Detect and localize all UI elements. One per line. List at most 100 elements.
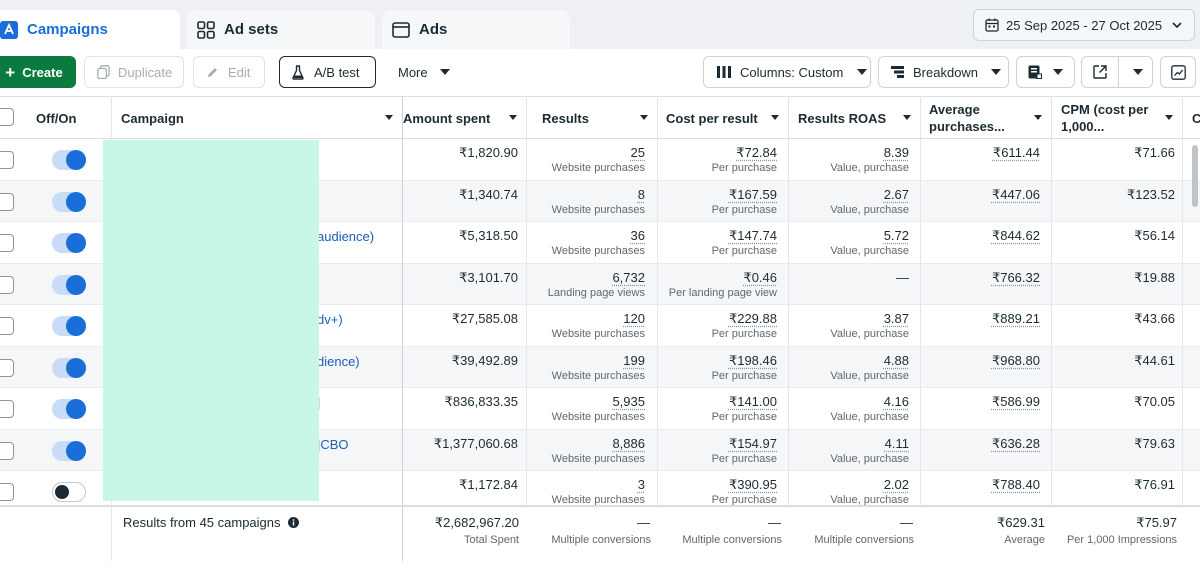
avg-purchases-value[interactable]: ₹447.06 [992,187,1040,203]
col-cpm-line1: CPM (cost per [1061,101,1148,118]
campaign-toggle[interactable] [52,399,86,419]
col-results-roas[interactable]: Results ROAS [788,97,920,139]
campaign-name-link[interactable]: dv+) [317,312,343,327]
results-roas-value[interactable]: 4.11 [885,436,909,451]
tab-ad-sets-label: Ad sets [224,21,278,38]
col-avg-purchases[interactable]: Average purchases... [920,97,1051,139]
cost-per-result-value[interactable]: ₹154.97 [729,436,777,452]
campaign-toggle[interactable] [52,233,86,253]
tab-campaigns[interactable]: Campaigns [0,10,180,49]
cost-per-result-value[interactable]: ₹147.74 [729,228,777,244]
row-checkbox[interactable] [0,317,14,335]
results-type: Website purchases [552,453,645,465]
caret-down-icon [903,115,911,120]
row-checkbox[interactable] [0,234,14,252]
reports-button[interactable] [1016,56,1075,88]
campaign-name-link[interactable]: dience) [317,354,360,369]
col-off-on[interactable]: Off/On [36,97,111,139]
col-results[interactable]: Results [526,97,657,139]
avg-purchases-value[interactable]: ₹844.62 [992,228,1040,244]
avg-purchases-value[interactable]: ₹766.32 [992,270,1040,286]
avg-purchases-value[interactable]: ₹636.28 [992,436,1040,452]
toggle-knob [66,233,86,253]
row-checkbox[interactable] [0,400,14,418]
results-roas-value[interactable]: 5.72 [884,228,909,243]
duplicate-button[interactable]: Duplicate [84,56,184,88]
campaign-name-link[interactable]: audience) [317,229,374,244]
edit-button[interactable]: Edit [193,56,265,88]
results-roas-value[interactable]: 2.02 [884,477,909,492]
tab-ads-label: Ads [419,21,447,38]
row-checkbox[interactable] [0,442,14,460]
chart-view-button[interactable] [1160,56,1196,88]
campaign-toggle[interactable] [52,275,86,295]
col-avg-purchases-line1: Average [929,101,1005,118]
results-value[interactable]: 8 [638,187,645,202]
results-roas-value[interactable]: 8.39 [884,145,909,160]
tab-ads[interactable]: Ads [382,10,570,49]
results-type: Website purchases [552,370,645,382]
cost-per-result-value[interactable]: ₹229.88 [729,311,777,327]
results-value[interactable]: 36 [631,228,645,243]
row-checkbox[interactable] [0,276,14,294]
col-cpm[interactable]: CPM (cost per 1,000... [1051,97,1182,139]
cost-per-result-value[interactable]: ₹0.46 [743,270,777,286]
cpm-value: ₹19.88 [1134,270,1175,286]
cost-per-result-value[interactable]: ₹167.59 [729,187,777,203]
results-value[interactable]: 3 [638,477,645,492]
vertical-scrollbar[interactable] [1192,145,1198,207]
tab-ad-sets[interactable]: Ad sets [187,10,375,49]
results-value[interactable]: 8,886 [612,436,645,451]
create-button[interactable]: + Create [0,56,76,88]
date-range-picker[interactable]: 25 Sep 2025 - 27 Oct 2025 [973,9,1195,41]
results-roas-value[interactable]: 2.67 [884,187,909,202]
col-cost-per-result[interactable]: Cost per result [657,97,788,139]
calendar-icon [985,18,999,32]
campaign-toggle[interactable] [52,441,86,461]
row-checkbox[interactable] [0,193,14,211]
avg-purchases-value[interactable]: ₹611.44 [993,145,1040,161]
ab-test-button[interactable]: A/B test [279,56,376,88]
campaign-toggle[interactable] [52,358,86,378]
column-divider [402,96,403,558]
breakdown-button[interactable]: Breakdown [878,56,1009,88]
results-value[interactable]: 5,935 [612,394,645,409]
campaign-toggle[interactable] [52,316,86,336]
campaign-toggle[interactable] [52,192,86,212]
avg-purchases-value[interactable]: ₹586.99 [992,394,1040,410]
export-button[interactable] [1081,56,1153,88]
campaign-toggle[interactable] [52,150,86,170]
results-value[interactable]: 6,732 [612,270,645,285]
results-roas-value[interactable]: 3.87 [884,311,909,326]
summary-row: Results from 45 campaigns ₹2,682,967.20 … [0,505,1200,561]
columns-button[interactable]: Columns: Custom [703,56,871,88]
summary-cpm-sub: Per 1,000 Impressions [1067,534,1177,546]
results-type: Website purchases [552,204,645,216]
cost-per-result-value[interactable]: ₹198.46 [729,353,777,369]
avg-purchases-value[interactable]: ₹788.40 [992,477,1040,493]
flask-icon [292,65,304,80]
cost-per-result-value[interactable]: ₹72.84 [736,145,777,161]
cost-per-result-value[interactable]: ₹390.95 [729,477,777,493]
col-cpm-label: CPM (cost per 1,000... [1061,101,1148,135]
avg-purchases-value[interactable]: ₹889.21 [992,311,1040,327]
results-roas-value[interactable]: 4.88 [884,353,909,368]
col-next-partial[interactable]: C [1182,97,1200,139]
cost-per-result-value[interactable]: ₹141.00 [729,394,777,410]
info-icon[interactable] [288,517,299,528]
row-checkbox[interactable] [0,359,14,377]
campaign-name-link[interactable]: |CBO [317,437,349,452]
campaign-toggle[interactable] [52,482,86,502]
results-roas-value[interactable]: 4.16 [884,394,909,409]
col-amount-spent[interactable]: Amount spent [402,97,526,139]
results-value[interactable]: 199 [623,353,645,368]
results-type: Landing page views [548,287,645,299]
avg-purchases-value[interactable]: ₹968.80 [992,353,1040,369]
row-checkbox[interactable] [0,483,14,501]
row-checkbox[interactable] [0,151,14,169]
more-button[interactable]: More [386,56,456,88]
col-campaign[interactable]: Campaign [111,97,402,139]
select-all-checkbox[interactable] [0,108,14,126]
results-value[interactable]: 120 [623,311,645,326]
results-value[interactable]: 25 [631,145,645,160]
